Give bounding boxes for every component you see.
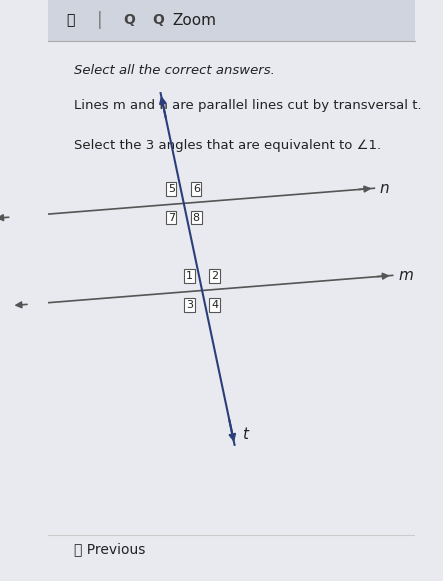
Text: Lines m and n are parallel lines cut by transversal t.: Lines m and n are parallel lines cut by … — [74, 99, 421, 112]
Text: 🧩: 🧩 — [66, 13, 74, 27]
Text: Select all the correct answers.: Select all the correct answers. — [74, 64, 275, 77]
Text: m: m — [398, 268, 413, 283]
FancyBboxPatch shape — [48, 0, 415, 41]
Text: 1: 1 — [186, 271, 193, 281]
Text: 7: 7 — [167, 213, 175, 223]
Text: 8: 8 — [193, 213, 200, 223]
Text: Zoom: Zoom — [173, 13, 217, 28]
Text: 5: 5 — [168, 184, 175, 194]
Text: 〈 Previous: 〈 Previous — [74, 542, 145, 556]
Text: 6: 6 — [193, 184, 200, 194]
Text: 2: 2 — [211, 271, 218, 281]
Text: |: | — [97, 12, 102, 29]
Text: 3: 3 — [186, 300, 193, 310]
Text: Q: Q — [123, 13, 135, 27]
Text: Select the 3 angles that are equivalent to ∠1.: Select the 3 angles that are equivalent … — [74, 139, 381, 152]
Text: 4: 4 — [211, 300, 218, 310]
Text: t: t — [242, 427, 248, 442]
Text: Q: Q — [152, 13, 164, 27]
Text: n: n — [380, 181, 389, 196]
